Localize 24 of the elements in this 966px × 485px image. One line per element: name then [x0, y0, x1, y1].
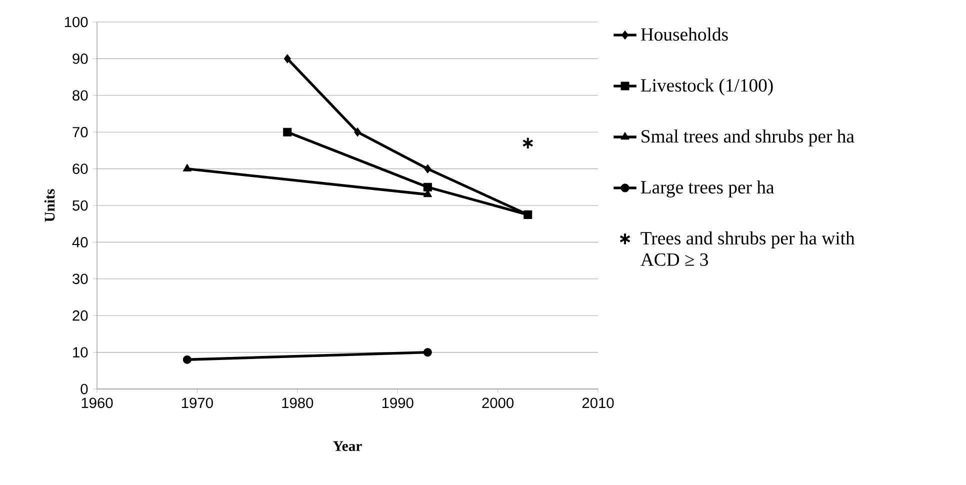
y-tick-label: 60 [72, 164, 88, 174]
y-tick-label: 20 [72, 310, 88, 321]
y-tick-label: 10 [73, 347, 88, 358]
legend-label: Trees and shrubs per ha with ACD ≥ 3 [640, 231, 855, 266]
y-tick-label: 80 [72, 90, 88, 101]
legend-label: Households [640, 28, 728, 41]
x-tick-label: 2000 [482, 398, 514, 408]
x-tick-label: 2010 [582, 398, 614, 408]
y-tick-label: 40 [72, 237, 88, 248]
legend-label: Livestock (1/100) [640, 78, 773, 96]
y-tick-label: 70 [72, 126, 88, 138]
y-axis-title: Units [44, 189, 55, 222]
y-tick-label: 50 [72, 200, 88, 211]
x-axis-title: Year [333, 441, 362, 451]
x-tick-label: 1970 [182, 398, 213, 408]
x-tick-label: 1980 [282, 398, 314, 408]
legend-label: Smal trees and shrubs per ha [642, 129, 854, 146]
y-tick-label: 0 [80, 384, 88, 394]
x-tick-label: 1960 [82, 398, 113, 408]
y-tick-label: 100 [64, 16, 88, 28]
y-tick-label: 90 [72, 54, 88, 64]
y-tick-label: 30 [72, 274, 88, 284]
x-tick-label: 1990 [382, 398, 414, 408]
legend-label: Large trees per ha [640, 180, 774, 198]
